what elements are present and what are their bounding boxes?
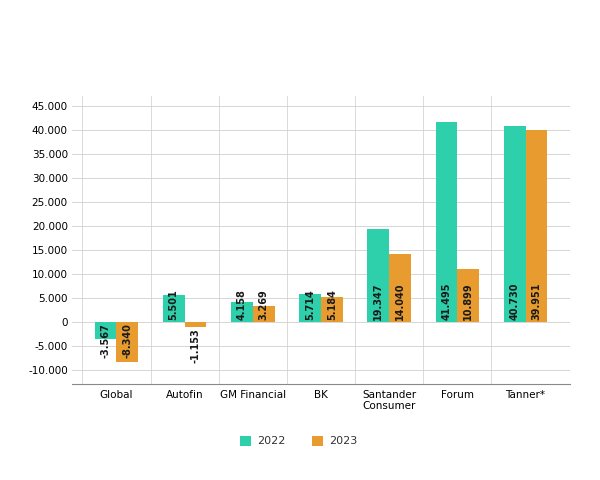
Bar	[253, 306, 275, 322]
Bar	[95, 322, 116, 339]
Text: 39.951: 39.951	[532, 283, 541, 320]
Text: 14.040: 14.040	[395, 283, 405, 320]
Text: -8.340: -8.340	[122, 323, 133, 358]
Text: 4.158: 4.158	[237, 289, 247, 320]
Text: 41.495: 41.495	[442, 283, 451, 320]
Bar	[116, 322, 138, 361]
Text: 5.501: 5.501	[169, 289, 179, 320]
Bar	[299, 294, 321, 322]
Text: -1.153: -1.153	[191, 328, 200, 362]
Bar	[504, 126, 526, 322]
Text: 19.347: 19.347	[373, 283, 383, 320]
Bar	[321, 297, 343, 322]
Text: 40.730: 40.730	[509, 283, 520, 320]
Bar	[367, 229, 389, 322]
Bar	[185, 322, 206, 327]
Text: 2022: 2022	[257, 436, 285, 446]
Text: -3.567: -3.567	[101, 323, 110, 358]
Bar	[457, 269, 479, 322]
Bar	[389, 254, 411, 322]
Text: 5.184: 5.184	[327, 289, 337, 320]
Text: 10.899: 10.899	[463, 283, 473, 320]
Bar	[163, 295, 185, 322]
Bar	[436, 122, 457, 322]
Text: 5.714: 5.714	[305, 289, 315, 320]
Bar	[526, 130, 547, 322]
Bar	[231, 301, 253, 322]
Text: 2023: 2023	[329, 436, 357, 446]
Text: 3.269: 3.269	[259, 289, 269, 320]
